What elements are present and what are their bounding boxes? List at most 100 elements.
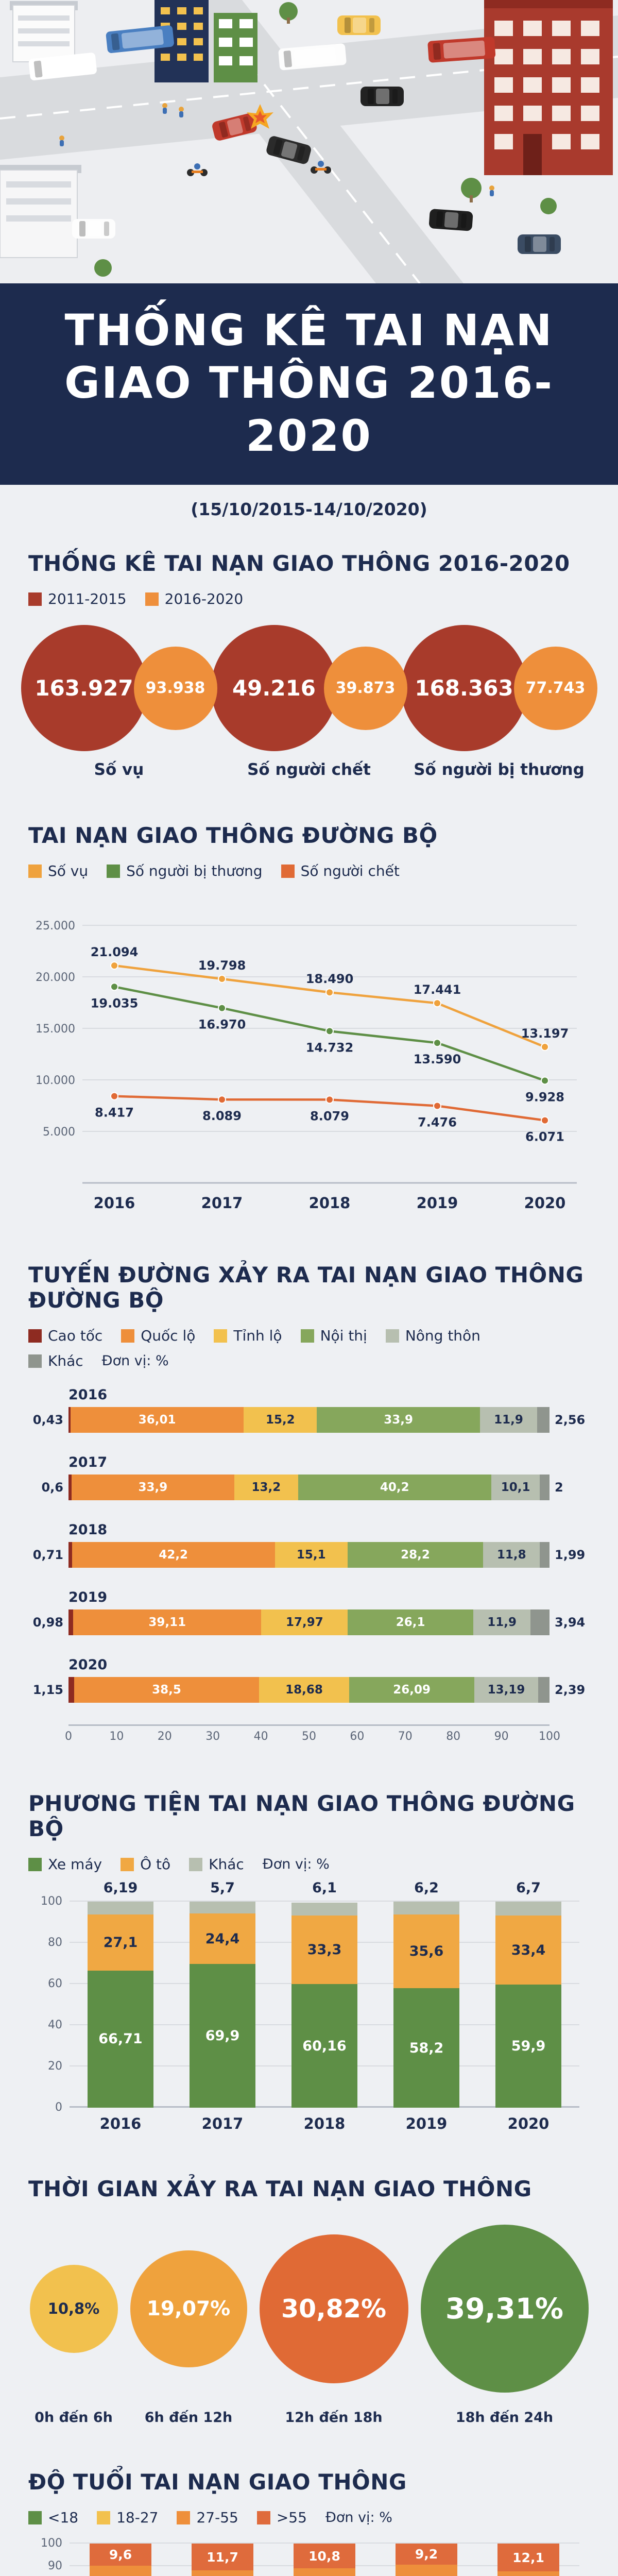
overview-stat-circles: 163.927 93.938 Số vụ 49.216 39.873 Số người c…	[21, 625, 597, 779]
segment-cao-toc	[68, 1609, 74, 1636]
segment-o-to: 24,4	[190, 1913, 255, 1964]
legend-so-nguoi-bi-thuong: Số người bị thương	[107, 862, 263, 880]
segment-55: 12,1	[497, 2544, 559, 2571]
gridline	[70, 2543, 579, 2544]
svg-text:13.197: 13.197	[521, 1026, 569, 1041]
main-title-line2: GIAO THÔNG 2016-2020	[64, 358, 554, 461]
svg-text:13.590: 13.590	[414, 1053, 461, 1067]
legend-label: Số người bị thương	[126, 862, 263, 880]
x-tick: 20	[157, 1730, 172, 1743]
column-2020: 9,622,755,612,1	[497, 2544, 559, 2576]
column-2017: 69,9 24,4 5,7	[190, 1880, 255, 2108]
legend-swatch	[177, 2511, 191, 2524]
age-columns: 6,235,948,39,6 6,432,249,711,7 6,528,853,9…	[70, 2544, 579, 2576]
route-bar-line: 0,71 42,2 15,1 28,2 11,8 1,99	[28, 1542, 590, 1568]
svg-text:21.094: 21.094	[91, 945, 139, 960]
legend-swatch	[28, 1354, 42, 1368]
age-plot-wrap: 01020304050607080901006,235,948,39,66,43…	[41, 2537, 579, 2576]
legend-55: >55	[256, 2509, 307, 2527]
x-tick: 100	[539, 1730, 560, 1743]
date-range: (15/10/2015-14/10/2020)	[191, 499, 427, 520]
routes-x-axis: 0 10 20 30 40 50 60 70 80 90 100	[65, 1724, 560, 1747]
segment-27-55: 55,6	[497, 2571, 559, 2576]
segment-55: 11,7	[192, 2544, 253, 2570]
legend-swatch	[28, 592, 42, 606]
stat-circle-2011-2015: 49.216	[211, 625, 337, 752]
route-stacked-bar: 39,11 17,97 26,1 11,9	[68, 1609, 550, 1636]
legend-swatch	[256, 2511, 270, 2524]
segment-o-to: 27,1	[88, 1914, 153, 1971]
segment-xe-may: 66,71	[88, 1970, 153, 2108]
legend-label: >55	[276, 2509, 307, 2527]
svg-text:20.000: 20.000	[36, 971, 75, 984]
legend-o-to: Ô tô	[121, 1856, 170, 1873]
legend-swatch	[28, 2511, 42, 2524]
legend-swatch	[28, 864, 42, 878]
road-accidents-line-chart-svg: 25.000 20.000 15.000 10.000 5.000 21.094 19.79…	[36, 920, 577, 1212]
section-routes-title: TUYẾN ĐƯỜNG XẢY RA TAI NẠN GIAO THÔNG ĐƯ…	[28, 1262, 584, 1313]
legend-label: Cao tốc	[48, 1327, 103, 1345]
legend-label: Ô tô	[140, 1856, 171, 1873]
segment-o-to: 33,4	[495, 1916, 561, 1985]
route-value-khac: 2	[555, 1480, 563, 1495]
legend-swatch	[121, 1857, 134, 1871]
section-time: THỜI GIAN XẢY RA TAI NẠN GIAO THÔNG 10,8…	[0, 2148, 618, 2441]
year-label: 2020	[507, 2115, 550, 2133]
legend-27-55: 27-55	[177, 2509, 238, 2526]
time-slot-6h-en-12h: 19,07% 6h đến 12h	[130, 2216, 247, 2426]
legend-so-vu: Số vụ	[28, 862, 88, 879]
segment-label-khac: 6,2	[414, 1880, 439, 1896]
stat-circle-pair: 49.216 39.873	[211, 625, 407, 752]
stat-group-label: Số người chết	[247, 760, 371, 779]
year-label: 2019	[405, 2115, 448, 2133]
legend-label: Số người chết	[300, 862, 400, 880]
time-slot-label: 18h đến 24h	[455, 2410, 554, 2426]
vehicles-stacked-columns: 0 20 40 60 80 100 66,71 27,1 6,19 69,9 24,4 5,7 60,1…	[28, 1880, 590, 2132]
route-value-cao-toc: 0,98	[32, 1615, 63, 1630]
x-tick: 60	[350, 1730, 365, 1743]
time-slot-label: 12h đến 18h	[285, 2410, 383, 2426]
legend-swatch	[189, 1857, 203, 1871]
time-circle-zone: 30,82%	[259, 2216, 408, 2401]
route-value-cao-toc: 0,6	[41, 1480, 63, 1495]
route-bar-line: 0,98 39,11 17,97 26,1 11,9 3,94	[28, 1609, 590, 1636]
vehicles-x-labels: 2016 2017 2018 2019 2020	[70, 2115, 579, 2132]
routes-legend: Cao tốc Quốc lộ Tỉnh lộ Nội thị Nông thôn Khá…	[28, 1327, 543, 1369]
x-tick: 10	[109, 1730, 124, 1743]
x-tick: 70	[398, 1730, 413, 1743]
year-label: 2018	[303, 2115, 346, 2133]
svg-text:2017: 2017	[201, 1194, 243, 1212]
section-time-title: THỜI GIAN XẢY RA TAI NẠN GIAO THÔNG	[28, 2176, 532, 2202]
unit-label: Đơn vị: %	[101, 1353, 169, 1369]
svg-text:2016: 2016	[94, 1194, 135, 1212]
x-tick: 50	[302, 1730, 316, 1743]
legend-khac: Khác	[189, 1856, 244, 1873]
legend-xe-may: Xe máy	[28, 1856, 102, 1873]
segment-cao-toc	[68, 1542, 72, 1568]
stat-circle-2016-2020: 93.938	[133, 646, 217, 730]
vehicles-legend: Xe máy Ô tô Khác Đơn vị: %	[28, 1856, 543, 1873]
segment-o-to: 33,3	[291, 1915, 357, 1984]
main-title: THỐNG KÊ TAI NẠN GIAO THÔNG 2016-2020	[0, 283, 618, 485]
route-year-label: 2018	[68, 1522, 108, 1538]
time-circle-zone: 19,07%	[130, 2216, 247, 2401]
segment-khac	[291, 1903, 357, 1916]
svg-text:5.000: 5.000	[43, 1126, 75, 1139]
legend-label: <18	[48, 2509, 79, 2527]
segment-noi-thi: 33,9	[317, 1407, 480, 1433]
svg-text:2019: 2019	[417, 1194, 458, 1212]
segment-label-khac: 6,19	[103, 1880, 138, 1896]
vehicles-plot-wrap: 0 20 40 60 80 100 66,71 27,1 6,19 69,9 24,4 5,7 60,1…	[41, 1880, 579, 2132]
column-2019: 6,228,656,09,2	[396, 2544, 457, 2576]
legend-label: Nông thôn	[405, 1327, 480, 1345]
svg-text:14.732: 14.732	[306, 1041, 354, 1055]
header: THỐNG KÊ TAI NẠN GIAO THÔNG 2016-2020 (1…	[0, 283, 618, 522]
segment-khac	[537, 1407, 550, 1433]
segment-noi-thi: 26,09	[349, 1677, 475, 1703]
segment-quoc-lo: 42,2	[72, 1542, 275, 1568]
street-scene-svg	[0, 0, 618, 283]
time-circle-zone: 10,8%	[29, 2216, 118, 2401]
segment-27-55: 53,9	[294, 2568, 355, 2576]
segment-nong-thon: 10,1	[491, 1475, 540, 1501]
route-row-2016: 2016 0,43 36,01 15,2 33,9 11,9 2,56	[28, 1387, 590, 1433]
